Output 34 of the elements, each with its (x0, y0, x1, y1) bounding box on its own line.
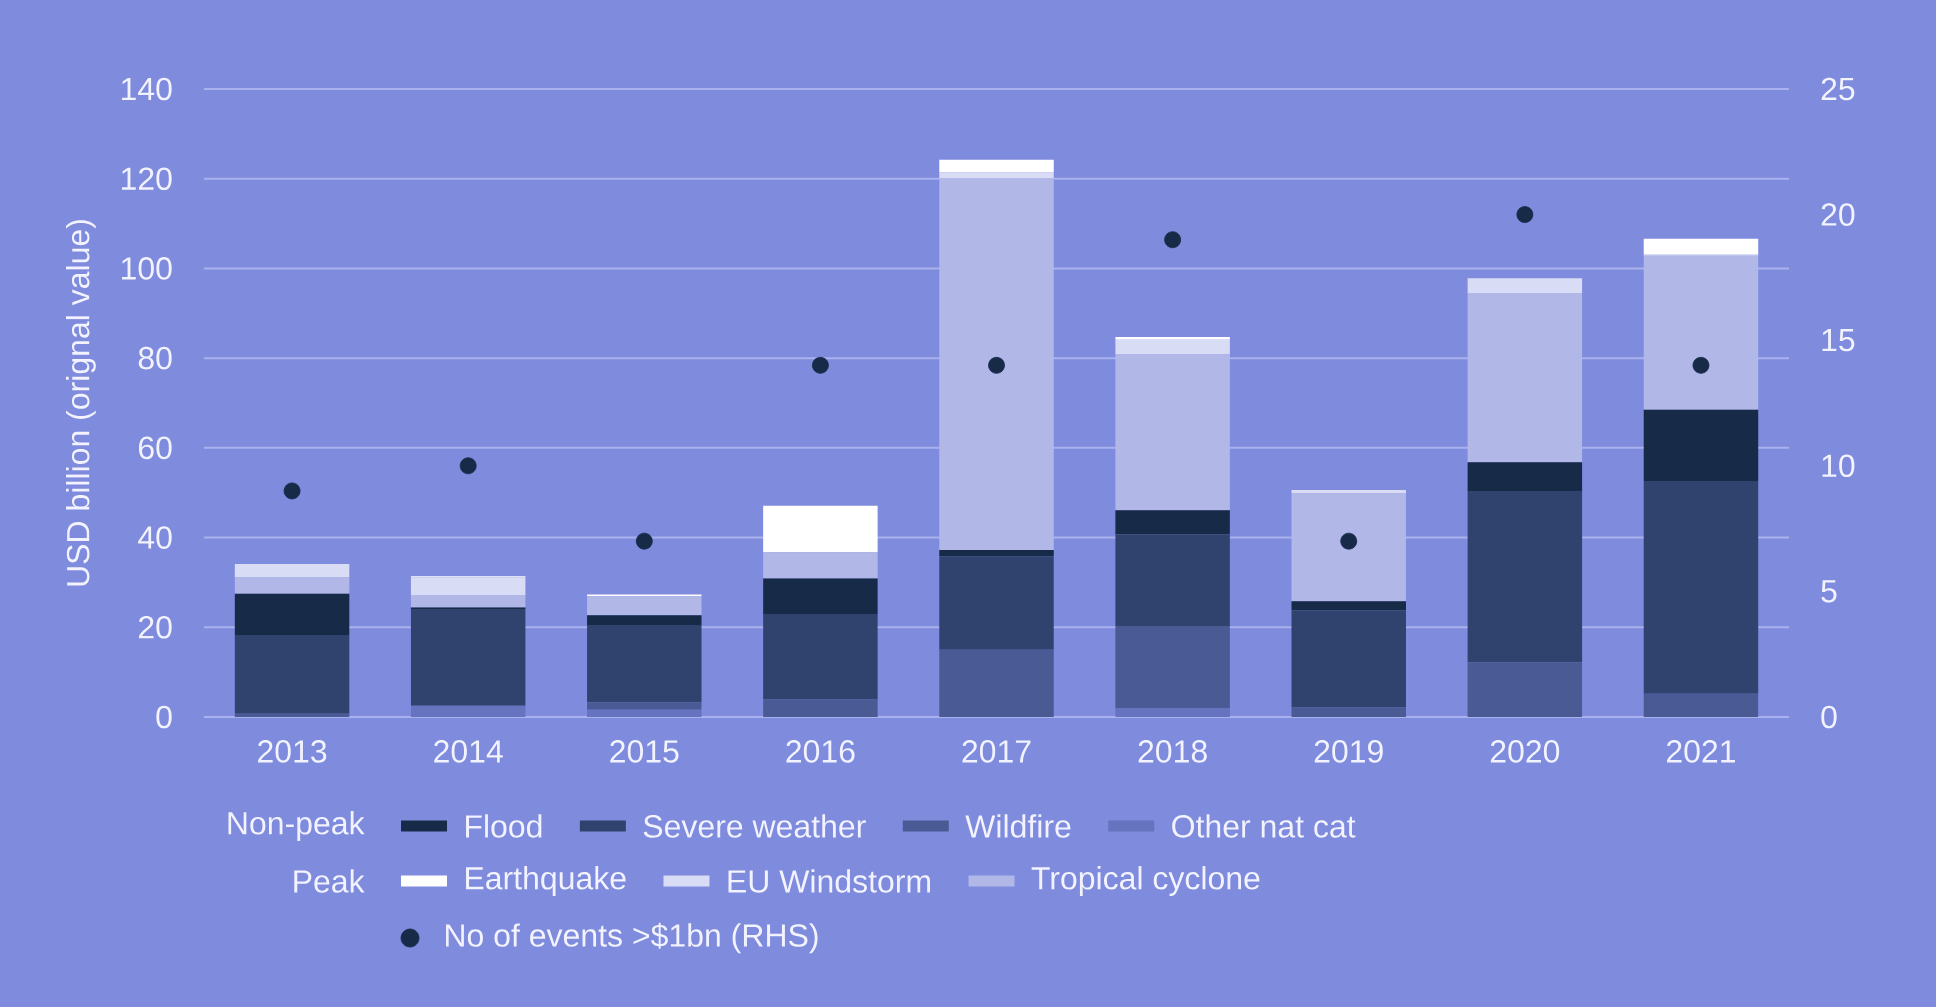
y-axis-title: USD billion (orignal value) (65, 220, 96, 586)
x-tick-label: 2013 (258, 740, 327, 763)
legend-label: No of events >$1bn (RHS) (446, 922, 818, 954)
y-tick-label: 60 (138, 436, 172, 460)
text: Non-peak (228, 811, 365, 841)
legend-label: Flood (466, 814, 542, 838)
y-tick-label: 40 (138, 526, 172, 549)
x-tick-label: 2021 (1666, 740, 1735, 763)
x-tick-label: 2018 (1138, 740, 1207, 763)
x-tick-label: 2020 (1490, 740, 1560, 763)
y-tick-label: 140 (121, 77, 172, 101)
y2-tick-label: 15 (1822, 329, 1855, 352)
legend-label: Earthquake (466, 866, 626, 896)
y2-tick-label: 25 (1821, 77, 1855, 101)
y2-tick-label: 0 (1821, 705, 1837, 729)
y-tick-label: 120 (121, 167, 172, 191)
x-tick-label: 2017 (962, 740, 1031, 763)
x-tick-label: 2019 (1314, 740, 1383, 763)
y-tick-label: 100 (121, 257, 172, 280)
x-tick-label: 2014 (434, 740, 503, 763)
y2-tick-label: 20 (1821, 203, 1855, 226)
legend-label: Wildfire (965, 814, 1071, 838)
legend-label: EU Windstorm (728, 869, 930, 893)
y2-tick-label: 10 (1822, 454, 1855, 478)
legend-label: Other nat cat (1172, 814, 1356, 838)
legend-label: Severe weather (643, 814, 866, 838)
legend-label: Tropical cyclone (1031, 866, 1260, 896)
y-tick-label: 0 (156, 705, 172, 729)
x-tick-label: 2015 (610, 740, 679, 763)
y-tick-label: 20 (138, 615, 172, 639)
x-tick-label: 2016 (786, 740, 855, 763)
y2-tick-label: 5 (1821, 580, 1837, 603)
text: Peak (294, 869, 365, 893)
y-tick-label: 80 (138, 346, 172, 370)
